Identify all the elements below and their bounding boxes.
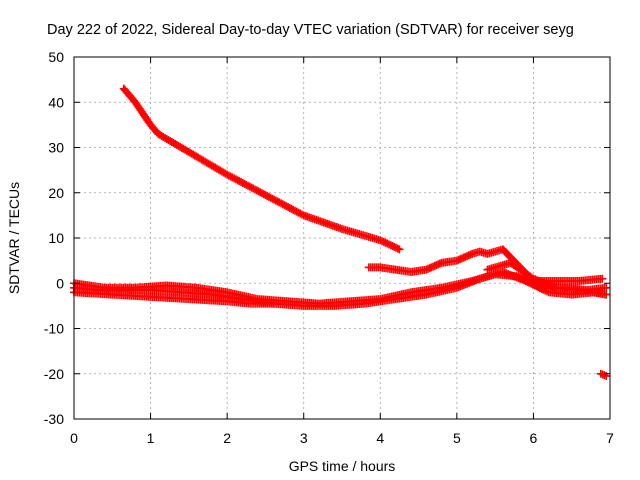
data-point — [287, 204, 296, 213]
data-point — [514, 272, 523, 281]
data-point — [245, 182, 254, 191]
data-point — [289, 205, 298, 214]
data-point — [602, 290, 611, 299]
data-point — [238, 178, 247, 187]
data-point — [233, 176, 242, 185]
series-arc-6 — [483, 258, 611, 299]
data-point — [257, 189, 266, 198]
data-point — [285, 203, 294, 212]
data-point — [261, 191, 270, 200]
data-point — [393, 244, 402, 253]
data-point — [296, 209, 305, 218]
data-point — [256, 188, 265, 197]
y-tick-label: 10 — [48, 230, 64, 246]
data-point — [235, 177, 244, 186]
data-point — [231, 175, 240, 184]
series-arc-1 — [119, 84, 404, 254]
data-point — [519, 275, 528, 284]
data-point — [266, 193, 275, 202]
data-point — [381, 238, 390, 247]
y-tick-label: 30 — [48, 140, 64, 156]
grid-lines — [74, 57, 610, 419]
y-tick-label: 50 — [48, 49, 64, 65]
x-tick-label: 4 — [376, 430, 384, 446]
data-point — [271, 196, 280, 205]
data-point — [275, 198, 284, 207]
data-point — [223, 170, 232, 179]
y-tick-label: 20 — [48, 185, 64, 201]
data-point — [250, 185, 259, 194]
data-point — [269, 299, 278, 308]
data-point — [240, 179, 249, 188]
x-tick-label: 0 — [70, 430, 78, 446]
data-point — [252, 186, 261, 195]
data-points — [70, 84, 611, 381]
data-point — [249, 184, 258, 193]
data-point — [379, 237, 388, 246]
data-point — [228, 173, 237, 182]
series-arc-7 — [596, 369, 611, 381]
data-point — [263, 191, 272, 200]
data-point — [390, 242, 399, 251]
data-point — [292, 207, 301, 216]
x-axis-label: GPS time / hours — [289, 458, 396, 474]
data-point — [278, 200, 287, 209]
data-point — [268, 194, 277, 203]
x-tick-label: 1 — [147, 430, 155, 446]
data-point — [378, 237, 387, 246]
x-tick-label: 3 — [300, 430, 308, 446]
y-tick-label: 0 — [56, 275, 64, 291]
data-point — [294, 208, 303, 217]
y-tick-label: -20 — [44, 366, 64, 382]
data-point — [237, 178, 246, 187]
data-point — [280, 201, 289, 210]
data-point — [386, 241, 395, 250]
x-tick-label: 6 — [530, 430, 538, 446]
axis-ticks: 0 1 2 3 4 5 6 7 -30 -20 -10 0 10 20 30 40 50 — [44, 49, 614, 446]
y-tick-label: -30 — [44, 411, 64, 427]
data-point — [244, 181, 253, 190]
x-tick-label: 7 — [606, 430, 614, 446]
data-point — [226, 172, 235, 181]
data-point — [602, 283, 611, 292]
data-point — [270, 195, 279, 204]
data-point — [259, 190, 268, 199]
data-point — [273, 197, 282, 206]
data-point — [383, 239, 392, 248]
y-tick-label: -10 — [44, 321, 64, 337]
data-point — [391, 243, 400, 252]
data-point — [598, 274, 607, 283]
data-point — [297, 210, 306, 219]
data-point — [517, 274, 526, 283]
data-point — [515, 273, 524, 282]
x-tick-label: 5 — [453, 430, 461, 446]
data-point — [376, 236, 385, 245]
data-point — [242, 180, 251, 189]
data-point — [230, 174, 239, 183]
y-axis-label: SDTVAR / TECUs — [6, 182, 22, 294]
series-arc-5 — [70, 288, 278, 308]
x-tick-label: 2 — [223, 430, 231, 446]
y-tick-label: 40 — [48, 94, 64, 110]
data-point — [277, 199, 286, 208]
data-point — [247, 183, 256, 192]
data-point — [384, 240, 393, 249]
data-point — [395, 245, 404, 254]
data-point — [264, 192, 273, 201]
data-point — [282, 202, 291, 211]
data-point — [388, 242, 397, 251]
data-point — [521, 275, 530, 284]
data-point — [291, 206, 300, 215]
data-point — [284, 203, 293, 212]
chart-title: Day 222 of 2022, Sidereal Day-to-day VTE… — [47, 22, 574, 38]
data-point — [224, 171, 233, 180]
data-point — [254, 187, 263, 196]
